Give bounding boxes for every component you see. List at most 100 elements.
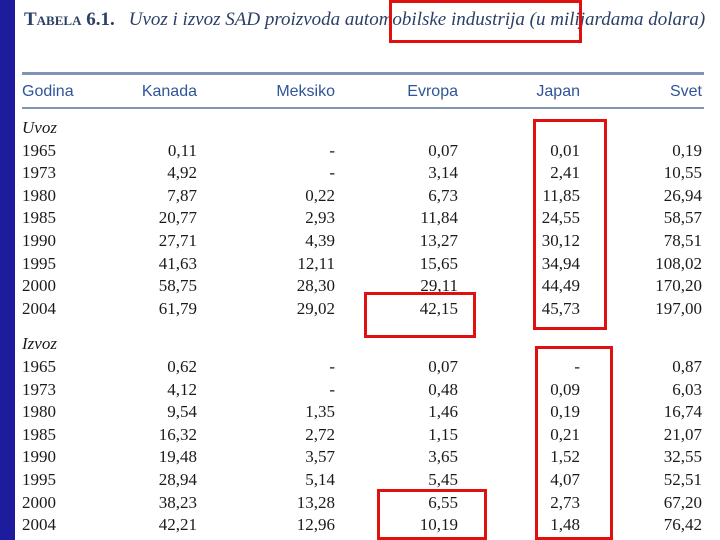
value-cell: 2,93 bbox=[305, 208, 335, 228]
value-cell: 2,41 bbox=[550, 163, 580, 183]
year-cell: 2000 bbox=[22, 276, 56, 296]
value-cell: - bbox=[574, 357, 580, 376]
value-cell: 1,35 bbox=[305, 402, 335, 422]
value-cell: 28,30 bbox=[296, 276, 335, 296]
value-cell: 0,11 bbox=[167, 140, 197, 160]
year-cell: 1995 bbox=[22, 470, 56, 489]
year-cell: 2004 bbox=[22, 298, 56, 318]
value-cell: 5,14 bbox=[305, 470, 335, 489]
value-cell: - bbox=[329, 379, 335, 399]
value-cell: 0,07 bbox=[428, 140, 458, 160]
side-strip bbox=[0, 0, 15, 540]
value-cell: 4,39 bbox=[305, 231, 335, 250]
value-cell: 12,96 bbox=[296, 515, 335, 535]
value-cell: 0,21 bbox=[550, 424, 580, 444]
value-cell: 170,20 bbox=[655, 276, 702, 296]
value-cell: - bbox=[329, 357, 335, 376]
value-cell: 0,62 bbox=[167, 357, 197, 376]
value-cell: 4,07 bbox=[550, 470, 580, 489]
value-cell: 1,15 bbox=[428, 424, 458, 444]
column-header: Svet bbox=[669, 83, 702, 100]
value-cell: 29,02 bbox=[296, 298, 335, 318]
column-header: Meksiko bbox=[276, 83, 335, 100]
year-cell: 1980 bbox=[22, 402, 56, 422]
value-cell: 76,42 bbox=[663, 515, 702, 535]
value-cell: 6,55 bbox=[428, 492, 458, 512]
value-cell: 0,07 bbox=[428, 357, 458, 376]
value-cell: 52,51 bbox=[663, 470, 702, 489]
value-cell: 7,87 bbox=[167, 185, 197, 205]
table-number: Tabela 6.1. bbox=[24, 9, 115, 30]
value-cell: 13,28 bbox=[296, 492, 335, 512]
year-cell: 1973 bbox=[22, 379, 56, 399]
value-cell: 1,52 bbox=[550, 447, 580, 467]
column-header: Godina bbox=[22, 83, 74, 100]
value-cell: 29,11 bbox=[420, 276, 458, 296]
year-cell: 1965 bbox=[22, 140, 56, 160]
value-cell: 42,15 bbox=[419, 298, 458, 318]
value-cell: 9,54 bbox=[167, 402, 197, 422]
year-cell: 1990 bbox=[22, 447, 56, 467]
year-cell: 1985 bbox=[22, 208, 56, 228]
value-cell: 10,19 bbox=[419, 515, 458, 535]
value-cell: 5,45 bbox=[428, 470, 458, 489]
value-cell: 0,19 bbox=[672, 140, 702, 160]
value-cell: 4,92 bbox=[167, 163, 197, 183]
header-rule bbox=[22, 107, 704, 109]
value-cell: 0,09 bbox=[550, 379, 580, 399]
section-label: Izvoz bbox=[22, 334, 57, 354]
value-cell: 20,77 bbox=[158, 208, 197, 228]
highlight-box bbox=[535, 346, 613, 540]
value-cell: 27,71 bbox=[158, 231, 197, 250]
value-cell: 0,01 bbox=[550, 140, 580, 160]
value-cell: 0,22 bbox=[305, 185, 335, 205]
top-rule bbox=[22, 72, 704, 75]
value-cell: 108,02 bbox=[655, 253, 702, 273]
year-cell: 1985 bbox=[22, 424, 56, 444]
value-cell: 11,84 bbox=[420, 208, 458, 228]
year-cell: 1980 bbox=[22, 185, 56, 205]
highlight-box bbox=[533, 119, 607, 330]
value-cell: 32,55 bbox=[663, 447, 702, 467]
value-cell: 3,57 bbox=[305, 447, 335, 467]
value-cell: 1,48 bbox=[550, 515, 580, 535]
value-cell: 1,46 bbox=[428, 402, 458, 422]
value-cell: 10,55 bbox=[663, 163, 702, 183]
value-cell: 58,57 bbox=[663, 208, 702, 228]
value-cell: 41,63 bbox=[158, 253, 197, 273]
value-cell: 2,73 bbox=[550, 492, 580, 512]
value-cell: - bbox=[329, 163, 335, 183]
table-title: Tabela 6.1. Uvoz i izvoz SAD proizvoda au… bbox=[24, 6, 720, 34]
value-cell: 6,73 bbox=[428, 185, 458, 205]
year-cell: 2004 bbox=[22, 515, 56, 535]
value-cell: 67,20 bbox=[663, 492, 702, 512]
value-cell: 61,79 bbox=[158, 298, 197, 318]
value-cell: 2,72 bbox=[305, 424, 335, 444]
value-cell: 13,27 bbox=[419, 231, 458, 250]
column-header: Evropa bbox=[407, 83, 458, 100]
value-cell: 3,65 bbox=[428, 447, 458, 467]
year-cell: 1965 bbox=[22, 357, 56, 376]
highlight-box bbox=[377, 489, 487, 540]
table-caption: Uvoz i izvoz SAD proizvoda automobilske … bbox=[128, 9, 706, 30]
value-cell: 3,14 bbox=[428, 163, 458, 183]
value-cell: 34,94 bbox=[541, 253, 580, 273]
year-cell: 2000 bbox=[22, 492, 56, 512]
value-cell: 16,74 bbox=[663, 402, 702, 422]
year-cell: 1973 bbox=[22, 163, 56, 183]
year-cell: 1990 bbox=[22, 231, 56, 250]
column-header: Japan bbox=[536, 83, 580, 100]
value-cell: - bbox=[329, 140, 335, 160]
value-cell: 11,85 bbox=[542, 185, 580, 205]
value-cell: 16,32 bbox=[158, 424, 197, 444]
value-cell: 42,21 bbox=[158, 515, 197, 535]
value-cell: 24,55 bbox=[541, 208, 580, 228]
value-cell: 15,65 bbox=[419, 253, 458, 273]
value-cell: 58,75 bbox=[158, 276, 197, 296]
value-cell: 38,23 bbox=[158, 492, 197, 512]
value-cell: 12,11 bbox=[297, 253, 335, 273]
section-label: Uvoz bbox=[22, 118, 57, 137]
value-cell: 19,48 bbox=[158, 447, 197, 467]
value-cell: 0,19 bbox=[550, 402, 580, 422]
